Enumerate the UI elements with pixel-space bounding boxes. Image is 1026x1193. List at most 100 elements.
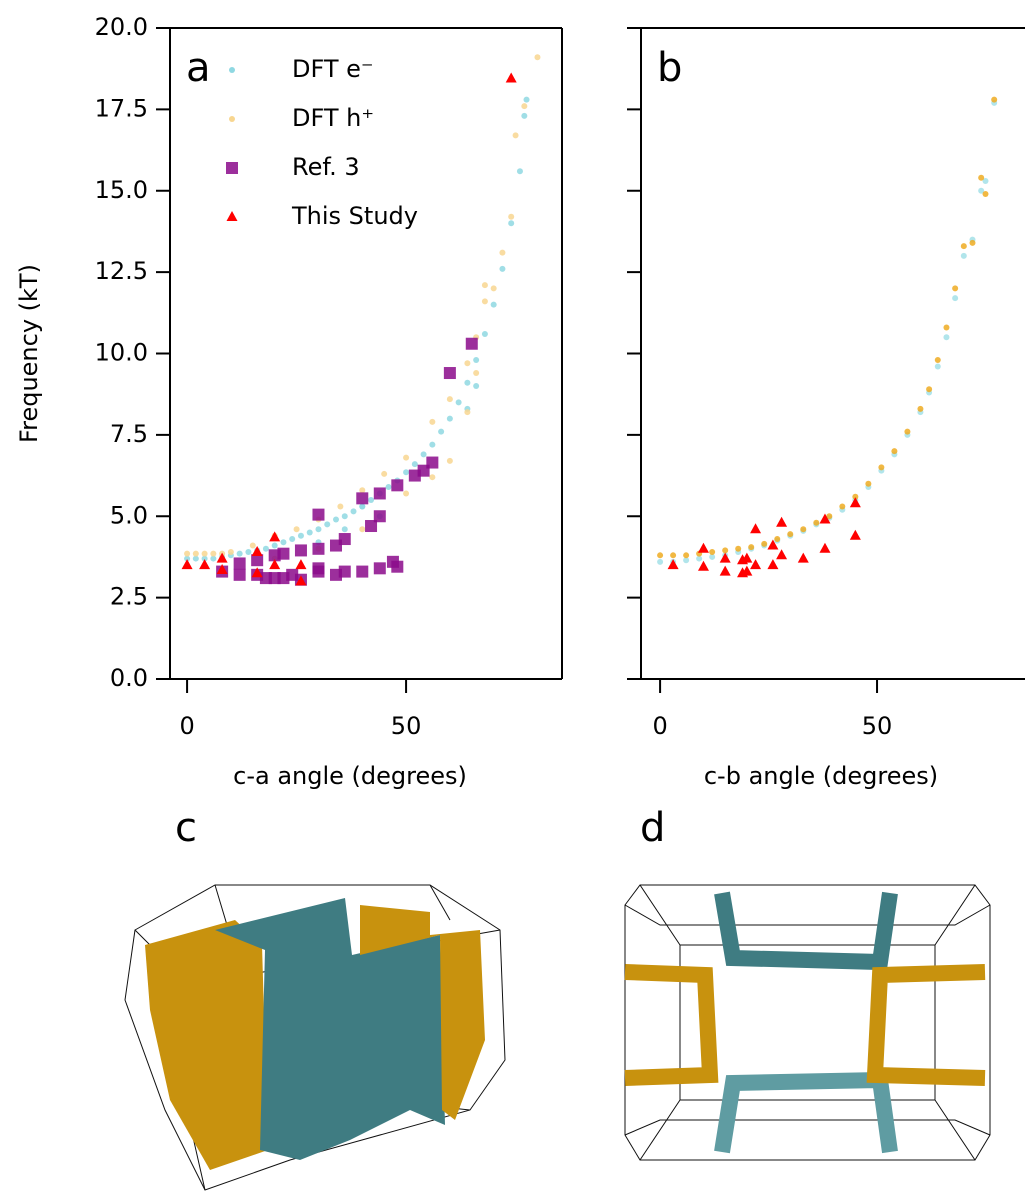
point [464,409,470,415]
point [250,543,256,549]
figure: c d 0.02.55.07.510.012.515.017.520.0050c… [0,0,1026,1193]
point [891,448,897,454]
point [374,562,386,574]
point [798,553,809,563]
point [735,546,741,552]
point [787,531,793,537]
point [324,521,330,527]
y-tick-label: 15.0 [95,176,148,204]
point [761,541,767,547]
point [943,334,949,340]
point [839,503,845,509]
point [491,285,497,291]
point [444,367,456,379]
x-axis-label: c-a angle (degrees) [233,762,467,790]
point [748,544,754,550]
point [217,553,228,563]
point [337,503,343,509]
point [657,559,663,565]
point [978,175,984,181]
point [386,484,392,490]
point [850,497,861,507]
point [280,539,286,545]
point [307,530,313,536]
point [506,72,517,82]
legend-label: Ref. 3 [292,153,360,181]
point [277,548,289,560]
x-tick-label: 0 [179,712,194,740]
point [776,549,787,559]
point [800,526,806,532]
point [339,533,351,545]
point [991,97,997,103]
point [524,97,530,103]
point [403,469,409,475]
point [482,298,488,304]
x-axis-label: c-b angle (degrees) [704,762,938,790]
point [473,357,479,363]
point [683,552,689,558]
point [750,523,761,533]
legend-marker [226,162,238,174]
point [668,559,679,569]
point [513,132,519,138]
legend-marker [229,116,235,122]
point [819,543,830,553]
point [202,551,208,557]
point [184,551,190,557]
point [333,517,339,523]
point [983,191,989,197]
point [482,282,488,288]
point [421,451,427,457]
point [228,549,234,555]
series [182,72,517,585]
point [904,429,910,435]
point [356,492,368,504]
point [878,464,884,470]
point [473,383,479,389]
series [657,100,997,565]
point [698,561,709,571]
point [850,530,861,540]
point [368,497,374,503]
point [412,461,418,467]
point [289,536,295,542]
point [508,214,514,220]
point [356,566,368,578]
point [359,487,365,493]
legend-marker [229,67,235,73]
point [499,250,505,256]
y-tick-label: 17.5 [95,94,148,122]
series [668,497,861,577]
fermi-surface-c [125,885,505,1190]
point [961,243,967,249]
point [776,517,787,527]
point [391,561,403,573]
point [359,503,365,509]
point [935,357,941,363]
point [482,331,488,337]
point [935,364,941,370]
point [774,536,780,542]
point [429,474,435,480]
point [521,113,527,119]
point [534,54,540,60]
point [865,481,871,487]
point [750,559,761,569]
point [391,479,403,491]
point [670,552,676,558]
panel-label: b [657,45,682,91]
point [339,566,351,578]
point [917,406,923,412]
y-axis-label: Frequency (kT) [15,264,43,443]
point [315,526,321,532]
legend-marker [227,211,238,221]
point [403,490,409,496]
legend-label: DFT e⁻ [292,55,374,83]
point [245,549,251,555]
point [426,457,438,469]
y-tick-label: 10.0 [95,339,148,367]
point [767,559,778,569]
point [464,380,470,386]
point [456,399,462,405]
